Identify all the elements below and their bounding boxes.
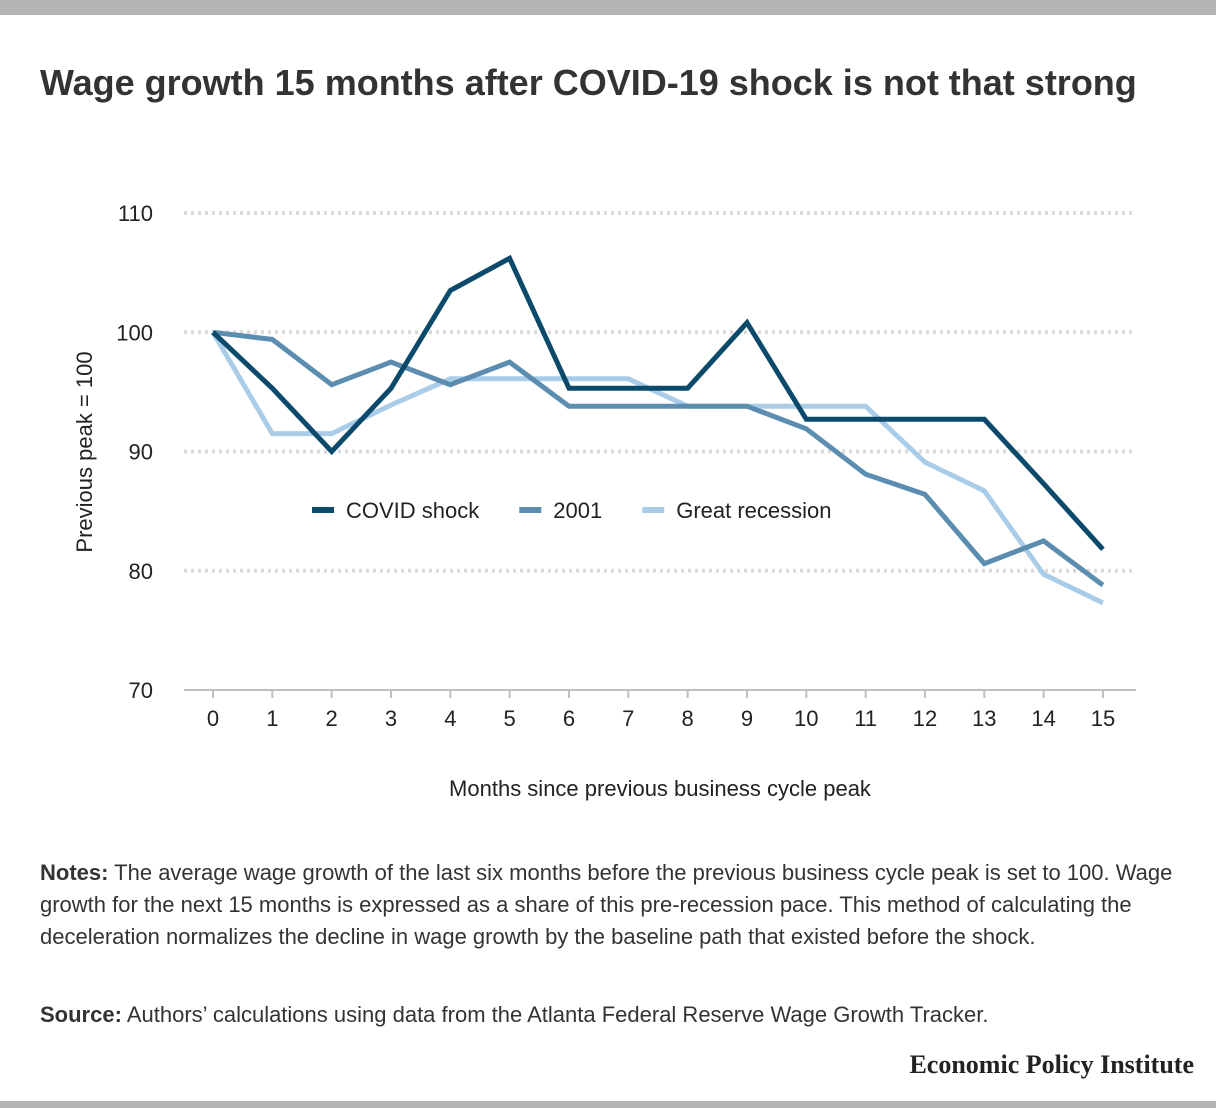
series-line-covid-shock [211,254,1105,551]
x-tick-label: 1 [266,706,278,731]
notes-text: The average wage growth of the last six … [40,860,1173,949]
series-line-2001 [212,329,1105,588]
y-tick-label: 100 [116,320,153,345]
legend-label: 2001 [553,498,602,523]
legend-swatch [642,507,665,513]
legend-swatch [312,507,334,513]
series-line-great-recession [210,331,1104,606]
grid-lines [184,211,1136,573]
publisher-logo-text: Economic Policy Institute [909,1050,1194,1079]
x-tick-label: 15 [1091,706,1115,731]
x-tick-label: 4 [444,706,456,731]
x-tick-label: 11 [854,706,877,731]
x-tick-label: 3 [385,706,397,731]
legend: COVID shock 2001 Great recession [312,498,832,523]
y-tick-label: 80 [129,559,153,584]
x-axis: 0 1 2 3 4 5 6 7 8 9 10 11 12 13 14 15 [184,689,1136,731]
y-tick-label: 70 [129,678,153,703]
x-tick-label: 7 [622,706,634,731]
x-tick-label: 10 [794,706,818,731]
notes-label: Notes: [40,860,109,885]
source: Source: Authors’ calculations using data… [40,999,1180,1031]
bottom-border-bar [0,1101,1216,1108]
legend-swatch [519,507,542,513]
notes: Notes: The average wage growth of the la… [40,857,1180,953]
x-tick-label: 14 [1031,706,1055,731]
top-border-bar [0,0,1216,15]
x-tick-label: 0 [207,706,219,731]
y-axis-label: Previous peak = 100 [72,351,97,552]
y-tick-label: 110 [118,201,153,226]
x-tick-label: 6 [563,706,575,731]
x-tick-label: 8 [682,706,694,731]
source-text: Authors’ calculations using data from th… [126,1002,989,1027]
x-tick-label: 13 [972,706,996,731]
source-label: Source: [40,1002,122,1027]
legend-label: COVID shock [346,498,480,523]
y-tick-label: 90 [129,440,153,465]
chart-title: Wage growth 15 months after COVID-19 sho… [40,62,1137,103]
x-tick-label: 2 [326,706,338,731]
series-lines [210,254,1105,606]
x-axis-label: Months since previous business cycle pea… [449,776,872,801]
x-tick-label: 5 [504,706,516,731]
x-tick-label: 9 [741,706,753,731]
x-tick-label: 12 [913,706,937,731]
legend-label: Great recession [676,498,831,523]
y-axis-ticks: 70 80 90 100 110 [116,201,153,703]
